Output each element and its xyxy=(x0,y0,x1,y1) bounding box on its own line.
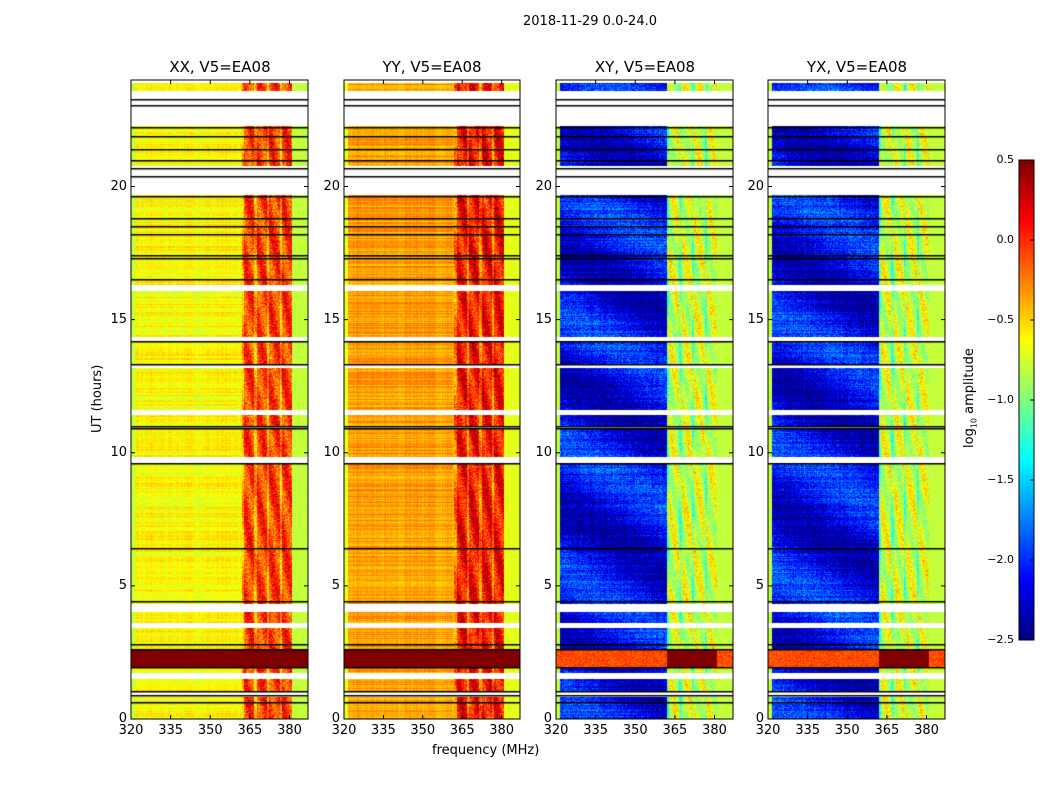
y-tick-label: 0 xyxy=(118,711,127,726)
colorbar-tick-label: 0.5 xyxy=(996,153,1015,166)
y-tick-label: 20 xyxy=(535,178,552,194)
panel-frame xyxy=(767,79,946,720)
x-tick-label: 380 xyxy=(914,723,939,738)
panel-title-xx: XX, V5=EA08 xyxy=(169,58,271,76)
colorbar-tick-label: −2.5 xyxy=(987,633,1014,646)
x-tick-label: 335 xyxy=(583,723,609,738)
panel-frame xyxy=(555,79,734,720)
colorbar-label-rest: amplitude xyxy=(962,348,977,418)
x-tick-label: 335 xyxy=(370,723,396,738)
y-tick-label: 0 xyxy=(755,711,764,726)
x-tick-label: 320 xyxy=(118,723,144,738)
heatmap-xy xyxy=(556,80,733,719)
x-tick-label: 335 xyxy=(158,723,184,738)
y-tick-label: 0 xyxy=(543,711,552,726)
x-tick-label: 350 xyxy=(834,723,860,738)
x-tick-label: 350 xyxy=(410,723,436,738)
panel-title-yx: YX, V5=EA08 xyxy=(806,58,908,76)
y-tick-label: 5 xyxy=(118,577,127,593)
heatmap-xx xyxy=(131,80,308,719)
x-tick-label: 365 xyxy=(662,723,688,738)
x-tick-label: 320 xyxy=(755,723,781,738)
x-tick-label: 380 xyxy=(489,723,515,738)
x-tick-label: 320 xyxy=(331,723,357,738)
y-axis-label: UT (hours) xyxy=(90,364,105,433)
y-tick-label: 0 xyxy=(331,711,340,726)
x-tick-label: 350 xyxy=(622,723,648,738)
y-tick-label: 5 xyxy=(331,577,340,593)
x-axis-label: frequency (MHz) xyxy=(432,743,540,758)
colorbar-label-sub: 10 xyxy=(969,417,979,429)
y-tick-label: 15 xyxy=(535,311,552,327)
heatmap-yx xyxy=(768,80,945,719)
colorbar-tick-label: −1.0 xyxy=(987,393,1014,406)
colorbar-tick-label: 0.0 xyxy=(996,233,1015,246)
x-tick-label: 380 xyxy=(277,723,302,738)
x-tick-label: 365 xyxy=(237,723,263,738)
x-tick-label: 335 xyxy=(795,723,821,738)
figure-title: 2018-11-29 0.0-24.0 xyxy=(523,14,657,29)
y-tick-label: 20 xyxy=(747,178,764,194)
panel-frame xyxy=(130,79,309,720)
panel-frame xyxy=(343,79,521,720)
y-tick-label: 5 xyxy=(755,577,764,593)
y-tick-label: 20 xyxy=(323,178,340,194)
y-tick-label: 10 xyxy=(535,444,552,460)
y-tick-label: 15 xyxy=(323,311,340,327)
colorbar-tick-label: −0.5 xyxy=(987,313,1014,326)
y-tick-label: 10 xyxy=(110,444,127,460)
y-tick-label: 10 xyxy=(323,444,340,460)
y-tick-label: 20 xyxy=(110,178,127,194)
x-tick-label: 365 xyxy=(874,723,900,738)
y-tick-label: 10 xyxy=(747,444,764,460)
colorbar-label-log: log xyxy=(962,428,977,448)
colorbar-tick-label: −2.0 xyxy=(987,553,1014,566)
colorbar-tick-label: −1.5 xyxy=(987,473,1014,486)
panel-title-xy: XY, V5=EA08 xyxy=(594,58,696,76)
y-tick-label: 5 xyxy=(543,577,552,593)
colorbar-label: log10 amplitude xyxy=(962,348,979,448)
y-tick-label: 15 xyxy=(747,311,764,327)
heatmap-yy xyxy=(344,80,520,719)
x-tick-label: 320 xyxy=(543,723,569,738)
x-tick-label: 380 xyxy=(702,723,727,738)
colorbar xyxy=(1019,160,1034,640)
y-tick-label: 15 xyxy=(110,311,127,327)
x-tick-label: 350 xyxy=(197,723,223,738)
panel-title-yy: YY, V5=EA08 xyxy=(382,58,482,76)
x-tick-label: 365 xyxy=(449,723,475,738)
